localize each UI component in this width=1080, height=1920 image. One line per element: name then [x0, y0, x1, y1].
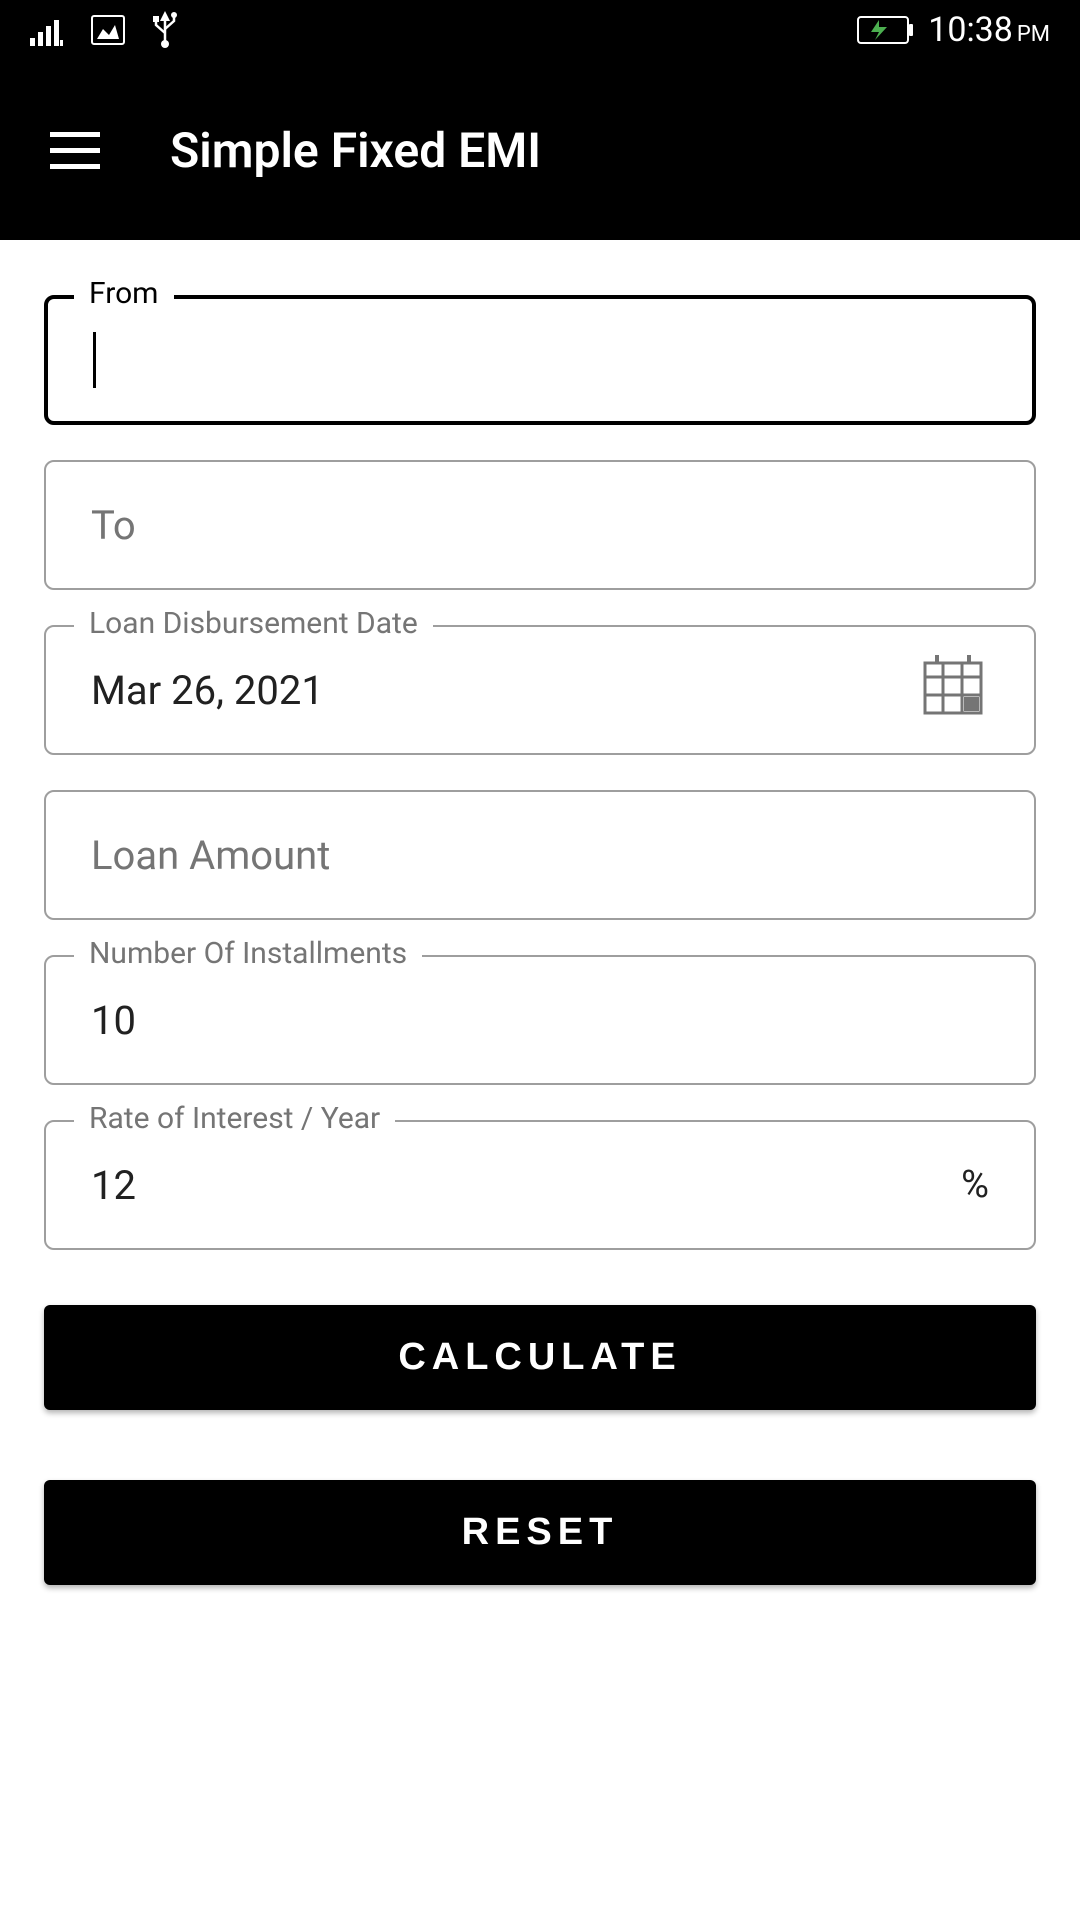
menu-icon[interactable] — [50, 132, 100, 169]
loan-date-value: Mar 26, 2021 — [91, 667, 917, 714]
interest-rate-input[interactable]: 12 % — [44, 1120, 1036, 1250]
loan-amount-field-wrapper: Loan Amount — [44, 790, 1036, 920]
loan-amount-input[interactable]: Loan Amount — [44, 790, 1036, 920]
battery-charging-icon — [857, 16, 913, 44]
installments-field-wrapper: Number Of Installments 10 — [44, 955, 1036, 1085]
loan-date-label: Loan Disbursement Date — [74, 606, 433, 641]
installments-input[interactable]: 10 — [44, 955, 1036, 1085]
to-placeholder: To — [91, 502, 136, 549]
calculate-button[interactable]: CALCULATE — [44, 1305, 1036, 1410]
page-title: Simple Fixed EMI — [170, 122, 541, 179]
usb-icon — [150, 11, 180, 49]
calendar-icon[interactable] — [917, 649, 989, 731]
text-cursor — [93, 332, 96, 388]
status-bar-right: 10:38PM — [857, 10, 1050, 50]
interest-rate-label: Rate of Interest / Year — [74, 1101, 395, 1136]
clock-time: 10:38PM — [928, 10, 1050, 50]
loan-amount-placeholder: Loan Amount — [91, 832, 330, 879]
installments-value: 10 — [91, 997, 136, 1044]
from-field-wrapper: From — [44, 295, 1036, 425]
interest-rate-value: 12 — [91, 1162, 961, 1209]
app-header: Simple Fixed EMI — [0, 60, 1080, 240]
installments-label: Number Of Installments — [74, 936, 422, 971]
status-bar: 10:38PM — [0, 0, 1080, 60]
to-field-wrapper: To — [44, 460, 1036, 590]
signal-icon — [30, 14, 66, 46]
from-input[interactable] — [44, 295, 1036, 425]
image-icon — [91, 15, 125, 45]
status-bar-left — [30, 11, 180, 49]
percent-suffix: % — [961, 1163, 989, 1207]
to-input[interactable]: To — [44, 460, 1036, 590]
loan-date-field-wrapper: Loan Disbursement Date Mar 26, 2021 — [44, 625, 1036, 755]
loan-date-input[interactable]: Mar 26, 2021 — [44, 625, 1036, 755]
interest-rate-field-wrapper: Rate of Interest / Year 12 % — [44, 1120, 1036, 1250]
from-label: From — [74, 276, 174, 311]
reset-button[interactable]: RESET — [44, 1480, 1036, 1585]
emi-form: From To Loan Disbursement Date Mar 26, 2… — [0, 240, 1080, 1640]
